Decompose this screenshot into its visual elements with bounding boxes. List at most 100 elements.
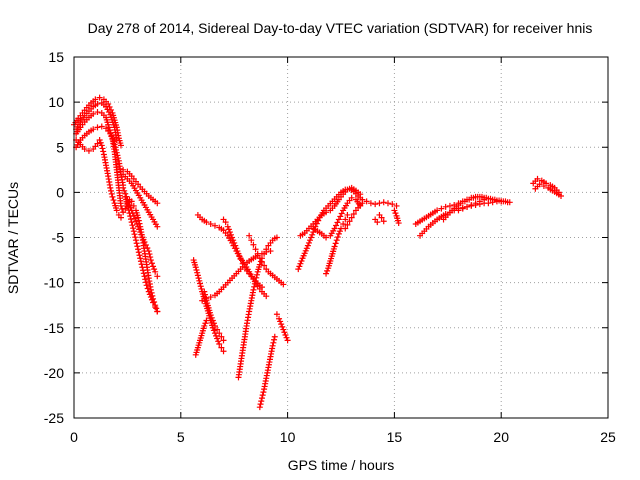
data-point bbox=[207, 294, 214, 301]
data-point bbox=[496, 197, 503, 204]
data-point bbox=[150, 263, 157, 270]
series-track-23 bbox=[323, 211, 351, 277]
y-tick-label: 5 bbox=[56, 139, 64, 155]
data-point bbox=[105, 121, 112, 128]
data-point bbox=[152, 303, 159, 310]
data-point bbox=[138, 261, 145, 268]
y-tick-label: -20 bbox=[44, 365, 64, 381]
data-point bbox=[209, 317, 216, 324]
y-tick-label: 15 bbox=[48, 49, 64, 65]
data-point bbox=[476, 198, 483, 205]
axis-ticks: 0 5 10 15 20 25 15 10 5 0 -5 -10 -15 -20 -25 bbox=[44, 49, 616, 445]
series-track-12 bbox=[201, 288, 227, 344]
data-point bbox=[434, 207, 441, 214]
data-point bbox=[324, 267, 331, 274]
data-point bbox=[154, 273, 161, 280]
data-point bbox=[148, 260, 155, 267]
data-point bbox=[280, 281, 287, 288]
data-point bbox=[147, 257, 154, 264]
data-point bbox=[141, 239, 148, 246]
data-point bbox=[130, 202, 137, 209]
data-point bbox=[309, 231, 316, 238]
series-track-5 bbox=[73, 137, 124, 221]
data-point bbox=[258, 258, 265, 265]
data-point bbox=[457, 200, 464, 207]
data-point bbox=[117, 202, 124, 209]
data-point bbox=[459, 205, 466, 212]
grid bbox=[74, 57, 608, 418]
data-point bbox=[376, 200, 383, 207]
data-point bbox=[150, 299, 157, 306]
data-point bbox=[241, 264, 248, 271]
data-point bbox=[348, 214, 355, 221]
data-point bbox=[261, 250, 268, 257]
data-point bbox=[125, 207, 132, 214]
x-tick-label: 25 bbox=[600, 429, 616, 445]
data-point bbox=[218, 344, 225, 351]
data-point bbox=[333, 237, 340, 244]
data-point bbox=[201, 322, 208, 329]
data-point bbox=[147, 254, 154, 261]
data-point bbox=[202, 291, 209, 298]
data-point bbox=[251, 280, 258, 287]
data-point bbox=[258, 284, 265, 291]
data-point bbox=[98, 142, 105, 149]
x-tick-label: 20 bbox=[493, 429, 509, 445]
data-point bbox=[252, 246, 259, 253]
data-point bbox=[131, 231, 138, 238]
data-point bbox=[197, 283, 204, 290]
data-point bbox=[135, 249, 142, 256]
data-point bbox=[323, 270, 330, 277]
data-point bbox=[338, 210, 345, 217]
data-point bbox=[132, 237, 139, 244]
data-point bbox=[258, 395, 265, 402]
series-track-19 bbox=[273, 311, 291, 344]
series-track-9 bbox=[122, 193, 161, 315]
data-point bbox=[269, 342, 276, 349]
data-point bbox=[232, 242, 239, 249]
data-point bbox=[224, 223, 231, 230]
data-point bbox=[280, 326, 287, 333]
data-point bbox=[363, 198, 370, 205]
series-track-6 bbox=[120, 166, 161, 207]
data-point bbox=[107, 130, 114, 137]
data-point bbox=[222, 219, 229, 226]
data-point bbox=[336, 228, 343, 235]
data-point bbox=[304, 242, 311, 249]
series-track-24 bbox=[342, 200, 366, 232]
data-point bbox=[235, 250, 242, 257]
data-point bbox=[305, 239, 312, 246]
data-point bbox=[284, 337, 291, 344]
data-point bbox=[470, 194, 477, 201]
chart-title: Day 278 of 2014, Sidereal Day-to-day VTE… bbox=[88, 20, 593, 36]
y-tick-label: -15 bbox=[44, 320, 64, 336]
data-point bbox=[126, 210, 133, 217]
data-point bbox=[148, 296, 155, 303]
series-track-31 bbox=[455, 196, 488, 214]
data-point bbox=[108, 190, 115, 197]
data-point bbox=[267, 248, 274, 255]
data-point bbox=[128, 219, 135, 226]
data-point bbox=[344, 221, 351, 228]
data-point bbox=[558, 192, 565, 199]
data-point bbox=[367, 200, 374, 207]
data-point bbox=[372, 201, 379, 208]
data-point bbox=[97, 139, 104, 146]
data-point bbox=[487, 195, 494, 202]
data-point bbox=[298, 257, 305, 264]
data-point bbox=[307, 237, 314, 244]
data-point bbox=[389, 201, 396, 208]
data-point bbox=[466, 196, 473, 203]
data-point bbox=[335, 216, 342, 223]
data-point bbox=[344, 211, 351, 218]
data-point bbox=[216, 330, 223, 337]
data-point bbox=[350, 211, 357, 218]
data-point bbox=[253, 274, 260, 281]
data-point bbox=[331, 243, 338, 250]
data-point bbox=[308, 234, 315, 241]
data-point bbox=[130, 228, 137, 235]
data-point bbox=[348, 194, 355, 201]
data-point bbox=[90, 126, 97, 133]
data-point bbox=[346, 218, 353, 225]
data-point bbox=[236, 253, 243, 260]
